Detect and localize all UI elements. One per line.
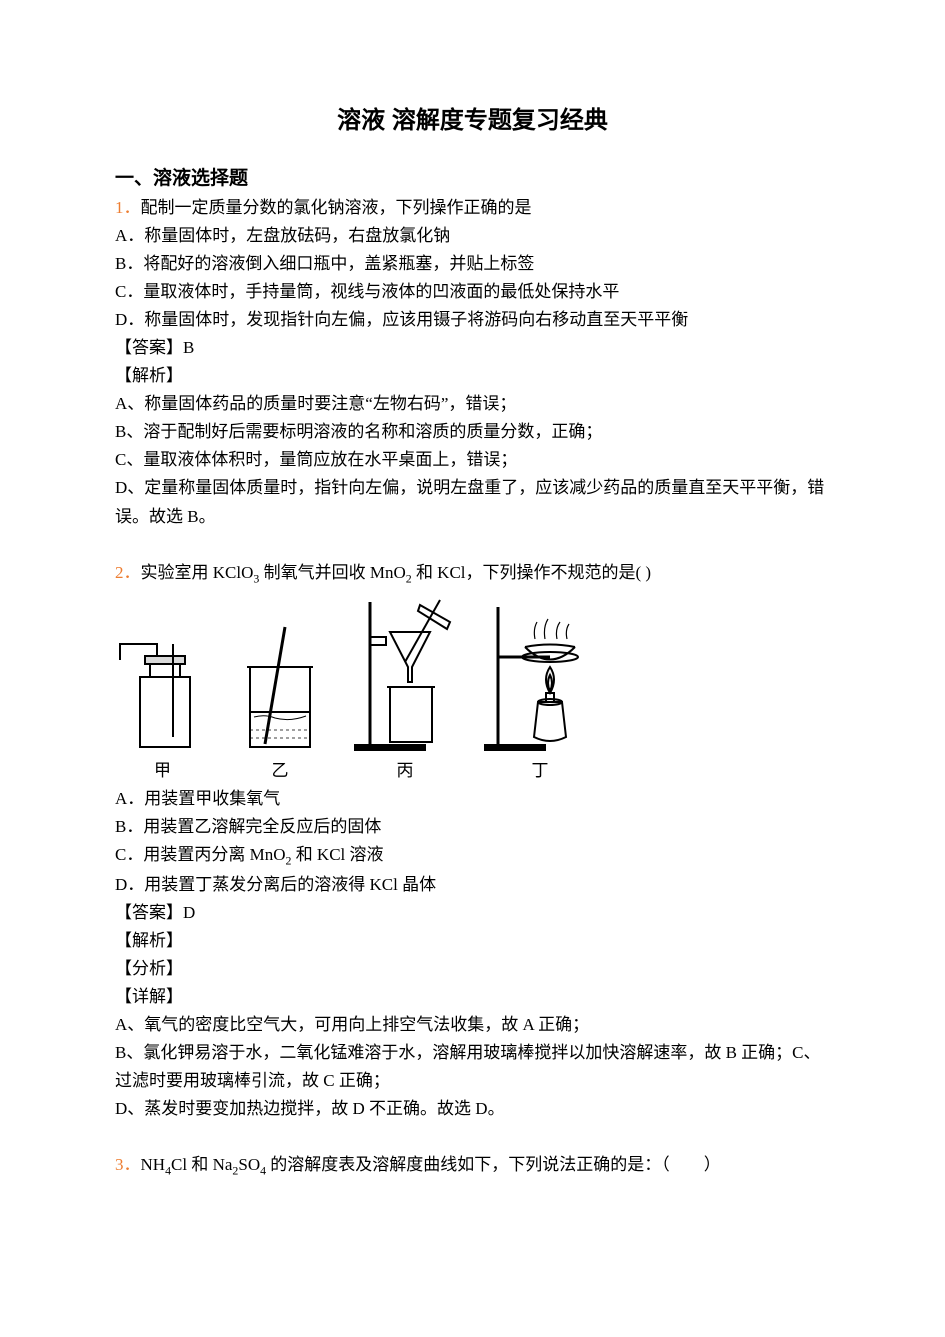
q1-stem: 1．配制一定质量分数的氯化钠溶液，下列操作正确的是	[115, 194, 830, 222]
diagram-label-yi: 乙	[272, 756, 289, 781]
q2-stem: 2．实验室用 KClO3 制氧气并回收 MnO2 和 KCl，下列操作不规范的是…	[115, 559, 830, 589]
apparatus-diagrams: 甲 乙	[115, 597, 830, 781]
q2-detail-label: 【详解】	[115, 983, 830, 1011]
q3-number: 3．	[115, 1155, 141, 1174]
diagram-label-ding: 丁	[532, 756, 549, 781]
q1-option-d: D．称量固体时，发现指针向左偏，应该用镊子将游码向右移动直至天平平衡	[115, 306, 830, 334]
answer-value: B	[183, 338, 194, 357]
q1-exp-c: C、量取液体体积时，量筒应放在水平桌面上，错误；	[115, 446, 830, 474]
q2-option-b: B．用装置乙溶解完全反应后的固体	[115, 813, 830, 841]
q3-stem-mid1: Cl 和 Na	[171, 1155, 232, 1174]
q2-c-post: 和 KCl 溶液	[291, 845, 383, 864]
q2-analysis-label: 【分析】	[115, 955, 830, 983]
q3-stem: 3．NH4Cl 和 Na2SO4 的溶解度表及溶解度曲线如下，下列说法正确的是：…	[115, 1151, 830, 1181]
q3-stem-pre: NH	[141, 1155, 166, 1174]
q1-stem-text: 配制一定质量分数的氯化钠溶液，下列操作正确的是	[141, 198, 532, 217]
q1-exp-a: A、称量固体药品的质量时要注意“左物右码”，错误；	[115, 390, 830, 418]
q1-exp-b: B、溶于配制好后需要标明溶液的名称和溶质的质量分数，正确；	[115, 418, 830, 446]
q3-stem-post: 的溶解度表及溶解度曲线如下，下列说法正确的是：（ ）	[266, 1155, 721, 1174]
answer-label: 【答案】	[115, 903, 183, 922]
q2-exp-a: A、氧气的密度比空气大，可用向上排空气法收集，故 A 正确；	[115, 1011, 830, 1039]
document-page: 溶液 溶解度专题复习经典 一、溶液选择题 1．配制一定质量分数的氯化钠溶液，下列…	[0, 0, 945, 1241]
q2-option-a: A．用装置甲收集氧气	[115, 785, 830, 813]
q1-exp-d: D、定量称量固体质量时，指针向左偏，说明左盘重了，应该减少药品的质量直至天平平衡…	[115, 474, 830, 530]
q2-stem-pre: 实验室用 KClO	[141, 563, 254, 582]
q1-number: 1．	[115, 198, 141, 217]
evaporation-icon	[480, 597, 600, 752]
q2-stem-mid2: 和 KCl，下列操作不规范的是( )	[412, 563, 651, 582]
diagram-label-bing: 丙	[397, 756, 414, 781]
diagram-bing: 丙	[350, 597, 460, 781]
diagram-jia: 甲	[115, 642, 210, 781]
diagram-yi: 乙	[230, 622, 330, 781]
diagram-label-jia: 甲	[154, 756, 171, 781]
q2-option-c: C．用装置丙分离 MnO2 和 KCl 溶液	[115, 841, 830, 871]
answer-label: 【答案】	[115, 338, 183, 357]
q2-option-d: D．用装置丁蒸发分离后的溶液得 KCl 晶体	[115, 871, 830, 899]
q2-answer: 【答案】D	[115, 899, 830, 927]
q2-exp-d: D、蒸发时要变加热边搅拌，故 D 不正确。故选 D。	[115, 1095, 830, 1123]
q2-stem-mid1: 制氧气并回收 MnO	[259, 563, 405, 582]
q3-stem-mid2: SO	[238, 1155, 260, 1174]
section-heading: 一、溶液选择题	[115, 163, 830, 190]
beaker-stir-icon	[230, 622, 330, 752]
page-title: 溶液 溶解度专题复习经典	[115, 100, 830, 135]
q2-explanation-label: 【解析】	[115, 927, 830, 955]
gas-bottle-icon	[115, 642, 210, 752]
q2-exp-b: B、氯化钾易溶于水，二氧化锰难溶于水，溶解用玻璃棒搅拌以加快溶解速率，故 B 正…	[115, 1039, 830, 1095]
q1-answer: 【答案】B	[115, 334, 830, 362]
q2-number: 2．	[115, 563, 141, 582]
answer-value: D	[183, 903, 195, 922]
q1-explanation-label: 【解析】	[115, 362, 830, 390]
q1-option-c: C．量取液体时，手持量筒，视线与液体的凹液面的最低处保持水平	[115, 278, 830, 306]
q1-option-b: B．将配好的溶液倒入细口瓶中，盖紧瓶塞，并贴上标签	[115, 250, 830, 278]
q1-option-a: A．称量固体时，左盘放砝码，右盘放氯化钠	[115, 222, 830, 250]
q2-c-pre: C．用装置丙分离 MnO	[115, 845, 285, 864]
diagram-ding: 丁	[480, 597, 600, 781]
filtration-icon	[350, 597, 460, 752]
